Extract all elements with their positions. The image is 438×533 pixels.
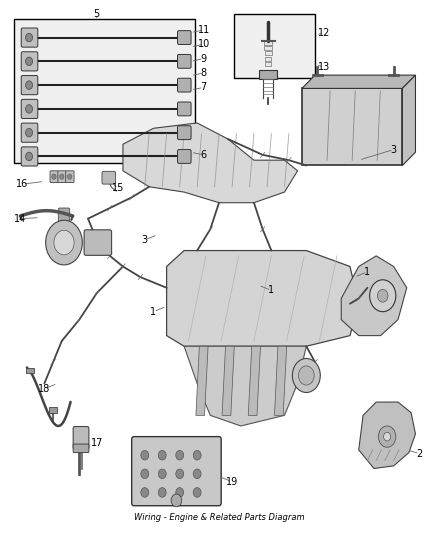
Circle shape [378, 289, 388, 302]
FancyBboxPatch shape [58, 208, 70, 224]
Polygon shape [184, 346, 306, 426]
Circle shape [176, 450, 184, 460]
Polygon shape [166, 251, 359, 346]
Circle shape [25, 104, 32, 113]
FancyBboxPatch shape [58, 171, 66, 182]
Circle shape [67, 174, 72, 179]
FancyBboxPatch shape [21, 28, 38, 47]
Polygon shape [222, 346, 234, 415]
FancyBboxPatch shape [21, 123, 38, 142]
Polygon shape [123, 123, 297, 203]
Bar [265, 51, 272, 55]
Circle shape [176, 469, 184, 479]
Text: 1: 1 [268, 286, 275, 295]
Circle shape [52, 174, 56, 179]
Circle shape [193, 450, 201, 460]
FancyBboxPatch shape [177, 78, 191, 92]
FancyBboxPatch shape [102, 171, 116, 184]
Bar [265, 46, 272, 50]
Circle shape [25, 34, 32, 42]
Circle shape [25, 152, 32, 161]
FancyBboxPatch shape [73, 444, 89, 453]
Polygon shape [302, 75, 416, 88]
Text: 5: 5 [94, 9, 100, 19]
FancyBboxPatch shape [132, 437, 221, 506]
FancyBboxPatch shape [73, 426, 89, 449]
Bar [234, 14, 315, 78]
FancyBboxPatch shape [177, 54, 191, 68]
FancyBboxPatch shape [177, 150, 191, 164]
Circle shape [292, 359, 320, 392]
Circle shape [298, 366, 314, 385]
Circle shape [171, 494, 182, 507]
Text: 11: 11 [198, 25, 210, 35]
Circle shape [54, 230, 74, 255]
FancyBboxPatch shape [177, 31, 191, 44]
Text: 7: 7 [201, 82, 207, 92]
Text: 6: 6 [201, 150, 207, 160]
Text: 3: 3 [142, 235, 148, 245]
Text: 14: 14 [14, 214, 26, 224]
Text: 19: 19 [226, 477, 238, 487]
Circle shape [60, 174, 64, 179]
Polygon shape [248, 346, 261, 415]
Circle shape [193, 469, 201, 479]
Text: 8: 8 [201, 68, 207, 78]
Bar [26, 368, 34, 373]
FancyBboxPatch shape [66, 171, 74, 182]
Bar [265, 62, 271, 66]
Circle shape [25, 57, 32, 66]
Polygon shape [403, 75, 416, 165]
Circle shape [141, 469, 149, 479]
Text: 18: 18 [38, 384, 50, 394]
Circle shape [46, 220, 82, 265]
Circle shape [25, 128, 32, 137]
Circle shape [158, 469, 166, 479]
Text: 13: 13 [318, 62, 330, 72]
Text: 16: 16 [16, 179, 28, 189]
Polygon shape [341, 256, 407, 336]
Circle shape [158, 488, 166, 497]
FancyBboxPatch shape [50, 171, 58, 182]
Text: 2: 2 [417, 449, 423, 458]
Text: 1: 1 [150, 306, 156, 317]
Circle shape [141, 450, 149, 460]
Circle shape [176, 488, 184, 497]
Circle shape [25, 81, 32, 90]
Polygon shape [275, 346, 287, 415]
FancyBboxPatch shape [21, 76, 38, 95]
Circle shape [141, 488, 149, 497]
Bar [265, 56, 272, 61]
Circle shape [193, 488, 201, 497]
Text: 1: 1 [364, 267, 371, 277]
Text: 9: 9 [201, 54, 207, 63]
Text: Wiring - Engine & Related Parts Diagram: Wiring - Engine & Related Parts Diagram [134, 513, 304, 522]
FancyBboxPatch shape [21, 147, 38, 166]
Text: 10: 10 [198, 39, 210, 49]
Bar [49, 407, 57, 413]
Bar [302, 88, 403, 165]
Text: 3: 3 [391, 144, 397, 155]
Bar [264, 41, 272, 45]
FancyBboxPatch shape [21, 52, 38, 71]
Circle shape [384, 432, 391, 441]
FancyBboxPatch shape [84, 230, 112, 255]
FancyBboxPatch shape [177, 126, 191, 140]
Circle shape [378, 426, 396, 447]
Text: 12: 12 [318, 28, 330, 38]
FancyBboxPatch shape [177, 102, 191, 116]
Circle shape [370, 280, 396, 312]
Circle shape [158, 450, 166, 460]
Bar [259, 70, 277, 79]
Text: 15: 15 [113, 183, 125, 193]
Bar [14, 19, 195, 163]
Polygon shape [196, 346, 208, 415]
Polygon shape [359, 402, 416, 469]
FancyBboxPatch shape [21, 99, 38, 118]
Text: 17: 17 [91, 438, 103, 448]
